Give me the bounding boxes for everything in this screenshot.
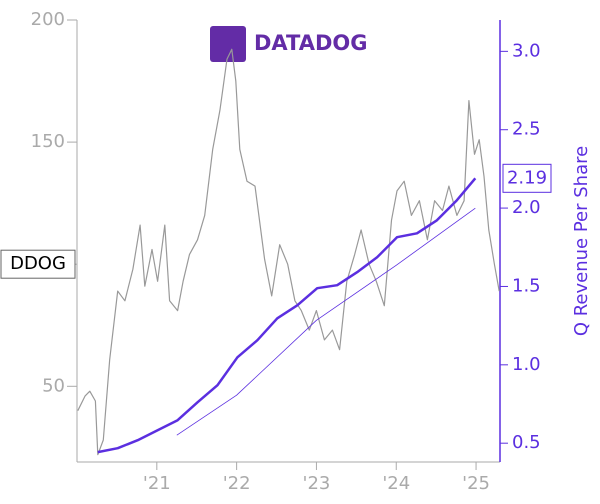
- logo-icon: [210, 26, 246, 62]
- y2-tick-label: 2.5: [512, 119, 541, 140]
- logo: DATADOG: [254, 31, 368, 55]
- ticker: DDOG: [10, 253, 66, 274]
- y-tick-label: 200: [31, 9, 65, 30]
- y2-tick-label: 3.0: [512, 40, 541, 61]
- value-label-box: [502, 163, 552, 193]
- x-tick-label: '22: [223, 473, 251, 494]
- series-line: [97, 177, 477, 454]
- y-tick-label: 50: [42, 375, 65, 396]
- x-tick-label: '25: [462, 473, 490, 494]
- series-line: [176, 207, 476, 436]
- series-line: [77, 48, 500, 456]
- x-tick-label: '21: [143, 473, 171, 494]
- y-tick-label: 150: [31, 131, 65, 152]
- y2-tick-label: 0.5: [512, 432, 541, 453]
- ticker-box: [0, 249, 76, 279]
- y2-axis-label: Q Revenue Per Share: [571, 146, 592, 336]
- y2-tick-label: 1.5: [512, 275, 541, 296]
- value-label: 2.19: [507, 167, 547, 188]
- x-tick-label: '24: [382, 473, 410, 494]
- y2-tick-label: 2.0: [512, 197, 541, 218]
- y2-tick-label: 1.0: [512, 354, 541, 375]
- x-tick-label: '23: [303, 473, 331, 494]
